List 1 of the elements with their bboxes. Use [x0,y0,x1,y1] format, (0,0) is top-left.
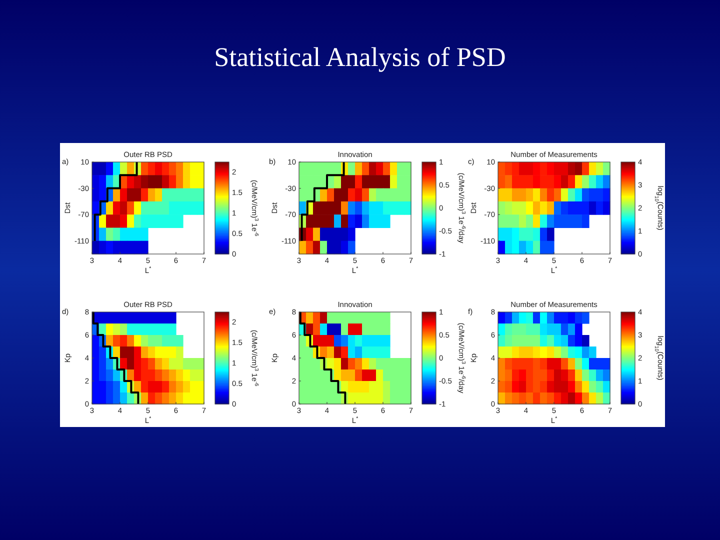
text: Statistical Analysis of PSD [214,42,506,72]
